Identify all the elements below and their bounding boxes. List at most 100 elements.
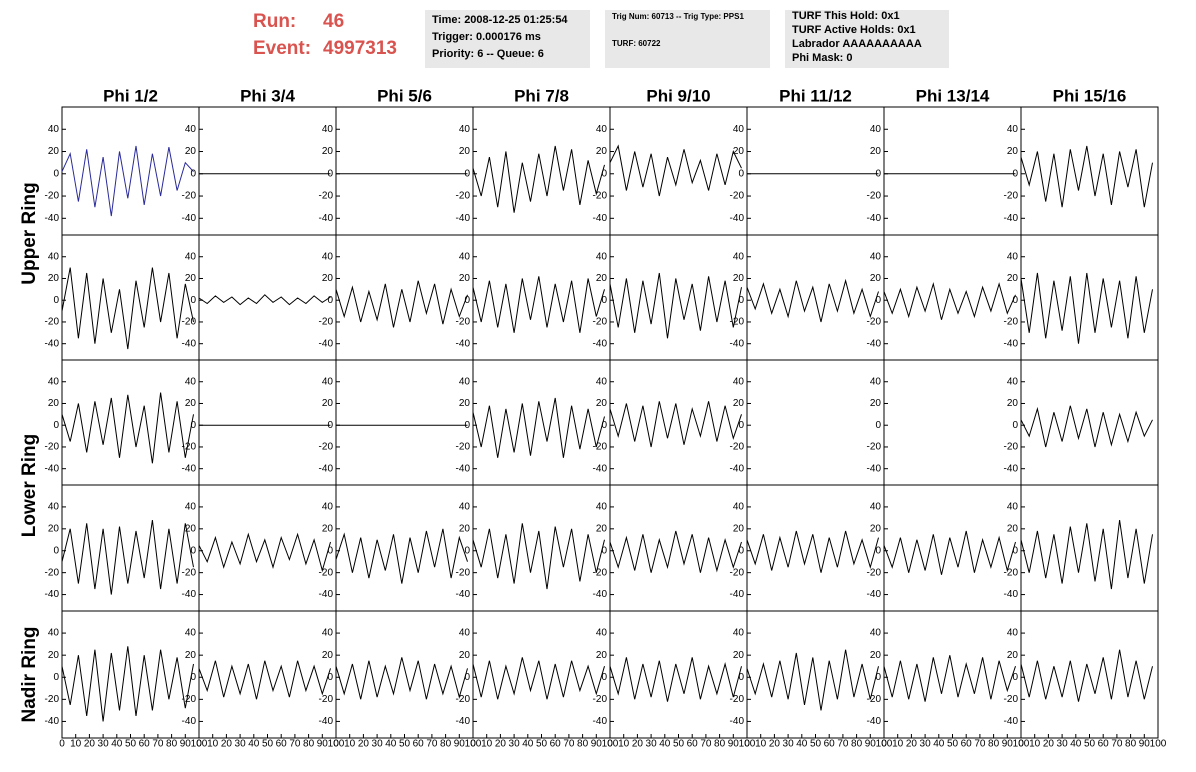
panel-frame <box>335 610 474 739</box>
y-tick-label: 0 <box>738 295 744 306</box>
y-tick-label: 40 <box>459 628 471 639</box>
y-tick-label: 20 <box>459 523 471 534</box>
y-tick-label: 20 <box>185 398 197 409</box>
y-tick-label: -40 <box>593 463 608 474</box>
panel-frame <box>198 359 337 486</box>
x-tick-label: 100 <box>876 739 893 750</box>
panel-frame <box>335 106 474 236</box>
row-title: Lower Ring <box>19 434 40 537</box>
x-tick-label: 100 <box>328 739 345 750</box>
x-tick-label: 10 <box>755 739 767 750</box>
y-tick-label: -20 <box>45 317 60 328</box>
x-tick-label: 30 <box>98 739 110 750</box>
x-tick-label: 50 <box>262 739 274 750</box>
y-tick-label: -40 <box>45 213 60 224</box>
y-tick-label: -40 <box>182 213 197 224</box>
y-tick-label: -40 <box>45 716 60 727</box>
x-tick-label: 30 <box>372 739 384 750</box>
run-label: Run: <box>253 11 296 32</box>
y-tick-label: 0 <box>464 295 470 306</box>
waveform <box>335 528 468 584</box>
y-tick-label: 40 <box>1007 628 1019 639</box>
y-tick-label: 20 <box>322 650 334 661</box>
x-tick-label: 20 <box>221 739 233 750</box>
y-tick-label: 20 <box>459 650 471 661</box>
y-tick-label: 20 <box>185 146 197 157</box>
x-tick-label: 90 <box>180 739 192 750</box>
y-tick-label: -40 <box>1004 716 1019 727</box>
y-tick-label: 40 <box>870 502 882 513</box>
y-tick-label: 40 <box>870 124 882 135</box>
y-tick-label: -20 <box>456 317 471 328</box>
y-tick-label: 40 <box>1007 124 1019 135</box>
waveform <box>61 267 194 350</box>
waveform <box>609 530 742 573</box>
x-tick-label: 50 <box>125 739 137 750</box>
y-tick-label: 20 <box>185 523 197 534</box>
y-tick-label: 0 <box>327 672 333 683</box>
y-tick-label: -20 <box>1004 442 1019 453</box>
info-line: Trigger: 0.000176 ms <box>432 31 541 43</box>
x-tick-label: 40 <box>796 739 808 750</box>
y-tick-label: -20 <box>182 191 197 202</box>
y-tick-label: -20 <box>1004 317 1019 328</box>
y-tick-label: 40 <box>596 628 608 639</box>
y-tick-label: -20 <box>1004 567 1019 578</box>
y-tick-label: 40 <box>1007 502 1019 513</box>
panel-frame <box>883 359 1022 486</box>
y-tick-label: 0 <box>464 672 470 683</box>
x-tick-label: 80 <box>166 739 178 750</box>
x-tick-label: 10 <box>481 739 493 750</box>
x-tick-label: 0 <box>881 739 887 750</box>
y-tick-label: -20 <box>867 694 882 705</box>
y-tick-label: 0 <box>53 672 59 683</box>
y-tick-label: 0 <box>601 295 607 306</box>
waveform <box>472 276 605 333</box>
waveform <box>61 646 194 722</box>
y-tick-label: 40 <box>459 124 471 135</box>
y-tick-label: -40 <box>319 716 334 727</box>
y-tick-label: 20 <box>596 146 608 157</box>
x-tick-label: 40 <box>385 739 397 750</box>
waveform <box>1020 272 1153 344</box>
y-tick-label: -40 <box>456 338 471 349</box>
x-tick-label: 30 <box>646 739 658 750</box>
y-tick-label: -40 <box>867 463 882 474</box>
y-tick-label: 40 <box>733 251 745 262</box>
info-line: TURF This Hold: 0x1 <box>792 10 900 22</box>
waveform <box>472 145 605 213</box>
y-tick-label: 40 <box>733 124 745 135</box>
panel-frame <box>1020 106 1159 236</box>
panel-frame <box>335 359 474 486</box>
x-tick-label: 100 <box>465 739 482 750</box>
y-tick-label: -20 <box>730 191 745 202</box>
x-tick-label: 40 <box>248 739 260 750</box>
y-tick-label: -20 <box>456 191 471 202</box>
x-tick-label: 80 <box>1125 739 1137 750</box>
y-tick-label: -40 <box>730 213 745 224</box>
y-tick-label: 20 <box>733 523 745 534</box>
info-box <box>425 10 590 68</box>
x-tick-label: 90 <box>728 739 740 750</box>
y-tick-label: 20 <box>48 273 60 284</box>
y-tick-label: 40 <box>322 376 334 387</box>
y-tick-label: 40 <box>1007 376 1019 387</box>
x-tick-label: 20 <box>495 739 507 750</box>
x-tick-label: 20 <box>358 739 370 750</box>
y-tick-label: 0 <box>875 295 881 306</box>
x-tick-label: 60 <box>961 739 973 750</box>
y-tick-label: -40 <box>319 213 334 224</box>
waveform <box>609 144 742 197</box>
panel-frame <box>61 106 200 236</box>
y-tick-label: 40 <box>322 251 334 262</box>
x-tick-label: 60 <box>139 739 151 750</box>
y-tick-label: 20 <box>48 146 60 157</box>
y-tick-label: 0 <box>53 420 59 431</box>
info-line: Labrador AAAAAAAAAA <box>792 38 922 50</box>
event-number: 4997313 <box>323 38 397 59</box>
x-tick-label: 40 <box>522 739 534 750</box>
y-tick-label: -20 <box>456 442 471 453</box>
x-tick-label: 20 <box>84 739 96 750</box>
waveform <box>198 532 331 573</box>
